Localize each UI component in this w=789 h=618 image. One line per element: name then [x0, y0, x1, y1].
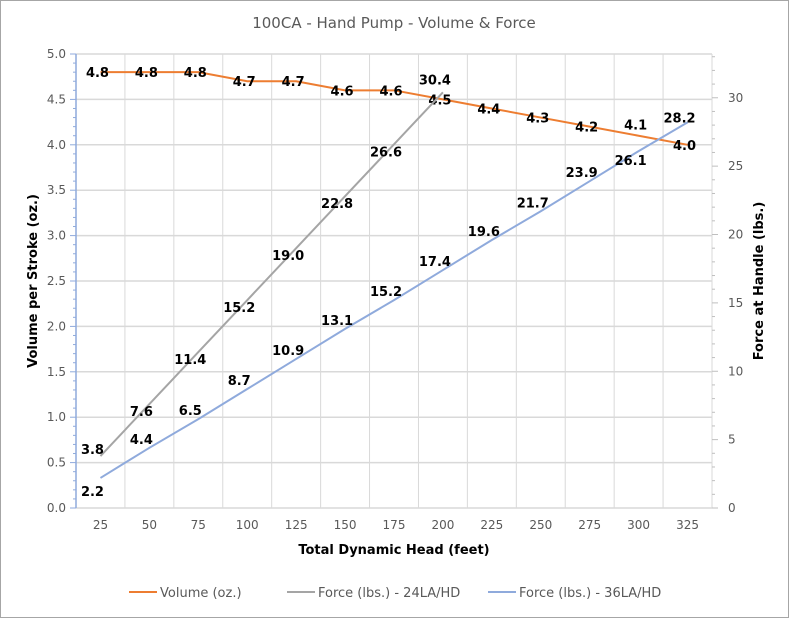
data-label: 8.7: [228, 374, 251, 389]
data-label: 4.8: [86, 66, 109, 81]
x-tick-label: 325: [676, 518, 699, 532]
data-label: 30.4: [419, 73, 451, 88]
y-tick-label: 3.5: [47, 183, 66, 197]
data-label: 4.2: [575, 121, 598, 136]
data-label: 13.1: [321, 314, 353, 329]
data-label: 4.4: [130, 433, 153, 448]
data-label: 15.2: [370, 285, 402, 300]
y2-tick-label: 10: [728, 364, 743, 378]
data-label: 3.8: [81, 443, 104, 458]
data-label: 17.4: [419, 255, 451, 270]
y2-axis-title: Force at Handle (lbs.): [752, 202, 767, 361]
data-label: 23.9: [566, 166, 598, 181]
data-label: 4.5: [428, 93, 451, 108]
chart-title: 100CA - Hand Pump - Volume & Force: [252, 14, 536, 32]
data-label: 19.0: [272, 249, 304, 264]
x-tick-label: 200: [431, 518, 454, 532]
data-label: 2.2: [81, 485, 104, 500]
data-label: 4.8: [184, 66, 207, 81]
data-label: 26.1: [615, 154, 647, 169]
data-label: 10.9: [272, 344, 304, 359]
y-tick-label: 0.5: [47, 456, 66, 470]
x-tick-label: 75: [191, 518, 206, 532]
y2-tick-label: 20: [728, 228, 743, 242]
data-label: 4.7: [282, 75, 305, 90]
series-line-1: [99, 91, 444, 457]
y-tick-label: 3.0: [47, 229, 66, 243]
data-label: 21.7: [517, 196, 549, 211]
data-label: 4.4: [477, 102, 500, 117]
y-tick-label: 5.0: [47, 47, 66, 61]
series-line-2: [99, 121, 689, 479]
x-tick-label: 300: [627, 518, 650, 532]
y-tick-label: 2.5: [47, 274, 66, 288]
y2-tick-label: 25: [728, 159, 743, 173]
x-tick-label: 150: [334, 518, 357, 532]
series-line-0: [100, 71, 688, 146]
y2-tick-label: 15: [728, 296, 743, 310]
y-tick-label: 4.5: [47, 92, 66, 106]
data-label: 26.6: [370, 145, 402, 160]
data-label: 19.6: [468, 225, 500, 240]
x-tick-label: 125: [285, 518, 308, 532]
legend-label: Volume (oz.): [160, 586, 242, 601]
data-label: 28.2: [663, 111, 695, 126]
data-label: 4.0: [673, 139, 696, 154]
data-label: 11.4: [174, 353, 206, 368]
data-label: 15.2: [223, 301, 255, 316]
data-label: 22.8: [321, 197, 353, 212]
data-label: 7.6: [130, 405, 153, 420]
data-label: 4.7: [233, 75, 256, 90]
x-tick-label: 250: [529, 518, 552, 532]
y-axis-title: Volume per Stroke (oz.): [26, 194, 41, 368]
data-label: 4.1: [624, 119, 647, 134]
y2-tick-label: 5: [728, 433, 736, 447]
y-tick-label: 1.0: [47, 410, 66, 424]
y-tick-label: 0.0: [47, 501, 66, 515]
legend-label: Force (lbs.) - 36LA/HD: [519, 586, 661, 601]
x-tick-label: 25: [93, 518, 108, 532]
x-tick-label: 225: [480, 518, 503, 532]
x-tick-label: 100: [236, 518, 259, 532]
x-axis-title: Total Dynamic Head (feet): [298, 543, 489, 558]
y2-tick-label: 0: [728, 501, 736, 515]
y2-tick-label: 30: [728, 91, 743, 105]
data-label: 4.6: [331, 84, 354, 99]
y-tick-label: 2.0: [47, 319, 66, 333]
data-label: 4.6: [379, 84, 402, 99]
legend-label: Force (lbs.) - 24LA/HD: [318, 586, 460, 601]
x-tick-label: 175: [383, 518, 406, 532]
y-tick-label: 1.5: [47, 365, 66, 379]
data-label: 4.8: [135, 66, 158, 81]
x-tick-label: 275: [578, 518, 601, 532]
data-label: 6.5: [179, 404, 202, 419]
y-tick-label: 4.0: [47, 138, 66, 152]
data-label: 4.3: [526, 112, 549, 127]
x-tick-label: 50: [142, 518, 157, 532]
